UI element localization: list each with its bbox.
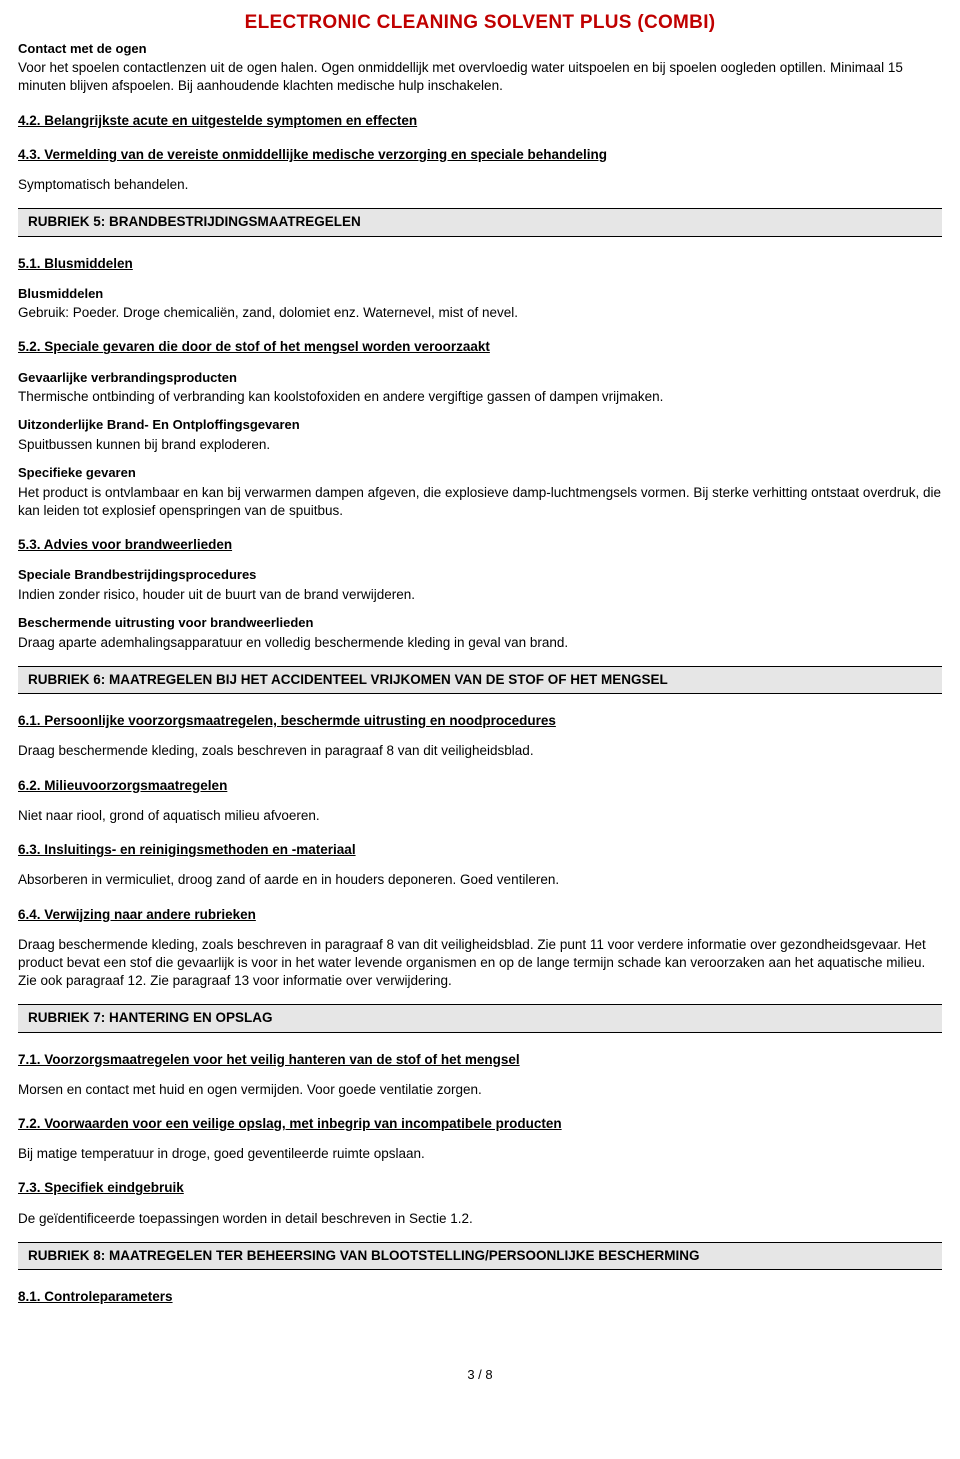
section-6-2: 6.2. Milieuvoorzorgsmaatregelen	[18, 777, 942, 795]
section-7-3-text: De geïdentificeerde toepassingen worden …	[18, 1210, 942, 1228]
contact-eyes-text: Voor het spoelen contactlenzen uit de og…	[18, 59, 942, 95]
page-footer: 3 / 8	[18, 1366, 942, 1384]
section-6-1-text: Draag beschermende kleding, zoals beschr…	[18, 742, 942, 760]
rubriek-7-bar: RUBRIEK 7: HANTERING EN OPSLAG	[18, 1004, 942, 1032]
section-5-2-h1: Gevaarlijke verbrandingsproducten	[18, 369, 942, 387]
rubriek-8-bar: RUBRIEK 8: MAATREGELEN TER BEHEERSING VA…	[18, 1242, 942, 1270]
section-5-3-t1: Indien zonder risico, houder uit de buur…	[18, 586, 942, 604]
section-5-1-sub: Blusmiddelen	[18, 285, 942, 303]
section-5-2-t3: Het product is ontvlambaar en kan bij ve…	[18, 484, 942, 520]
section-5-2-t2: Spuitbussen kunnen bij brand exploderen.	[18, 436, 942, 454]
section-7-3: 7.3. Specifiek eindgebruik	[18, 1179, 942, 1197]
section-5-3-h2: Beschermende uitrusting voor brandweerli…	[18, 614, 942, 632]
section-6-1: 6.1. Persoonlijke voorzorgsmaatregelen, …	[18, 712, 942, 730]
section-4-3-text: Symptomatisch behandelen.	[18, 176, 942, 194]
section-5-1-text: Gebruik: Poeder. Droge chemicaliën, zand…	[18, 304, 942, 322]
section-7-2: 7.2. Voorwaarden voor een veilige opslag…	[18, 1115, 942, 1133]
section-5-2-t1: Thermische ontbinding of verbranding kan…	[18, 388, 942, 406]
document-title: ELECTRONIC CLEANING SOLVENT PLUS (COMBI)	[18, 10, 942, 36]
section-5-3-t2: Draag aparte ademhalingsapparatuur en vo…	[18, 634, 942, 652]
section-5-3: 5.3. Advies voor brandweerlieden	[18, 536, 942, 554]
section-7-1-text: Morsen en contact met huid en ogen vermi…	[18, 1081, 942, 1099]
section-5-1: 5.1. Blusmiddelen	[18, 255, 942, 273]
rubriek-5-bar: RUBRIEK 5: BRANDBESTRIJDINGSMAATREGELEN	[18, 208, 942, 236]
section-6-2-text: Niet naar riool, grond of aquatisch mili…	[18, 807, 942, 825]
section-8-1: 8.1. Controleparameters	[18, 1288, 942, 1306]
section-6-3: 6.3. Insluitings- en reinigingsmethoden …	[18, 841, 942, 859]
section-6-3-text: Absorberen in vermiculiet, droog zand of…	[18, 871, 942, 889]
section-5-2: 5.2. Speciale gevaren die door de stof o…	[18, 338, 942, 356]
section-4-2: 4.2. Belangrijkste acute en uitgestelde …	[18, 112, 942, 130]
section-5-2-h2: Uitzonderlijke Brand- En Ontploffingsgev…	[18, 416, 942, 434]
contact-eyes-heading: Contact met de ogen	[18, 40, 942, 58]
section-6-4-text: Draag beschermende kleding, zoals beschr…	[18, 936, 942, 991]
section-4-3: 4.3. Vermelding van de vereiste onmiddel…	[18, 146, 942, 164]
section-7-1: 7.1. Voorzorgsmaatregelen voor het veili…	[18, 1051, 942, 1069]
section-5-2-h3: Specifieke gevaren	[18, 464, 942, 482]
section-5-3-h1: Speciale Brandbestrijdingsprocedures	[18, 566, 942, 584]
section-6-4: 6.4. Verwijzing naar andere rubrieken	[18, 906, 942, 924]
section-7-2-text: Bij matige temperatuur in droge, goed ge…	[18, 1145, 942, 1163]
rubriek-6-bar: RUBRIEK 6: MAATREGELEN BIJ HET ACCIDENTE…	[18, 666, 942, 694]
